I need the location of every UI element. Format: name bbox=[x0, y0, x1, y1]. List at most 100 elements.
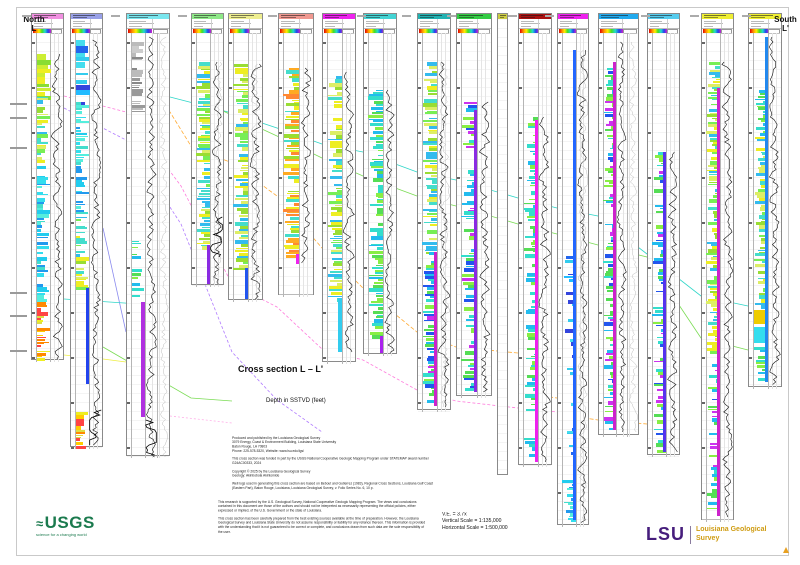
track-divider bbox=[576, 33, 577, 527]
lithology-band bbox=[294, 202, 299, 207]
lithology-band bbox=[712, 411, 720, 413]
well-header-bar bbox=[558, 14, 588, 19]
well-header-divider bbox=[477, 19, 479, 28]
lithology-band bbox=[659, 278, 666, 282]
lithology-band bbox=[529, 151, 538, 153]
lithology-band bbox=[284, 220, 299, 224]
lithology-band bbox=[708, 501, 720, 505]
lithology-band bbox=[609, 303, 616, 307]
lithology-band bbox=[710, 94, 720, 97]
lithology-band bbox=[372, 112, 383, 115]
well-header-info bbox=[279, 19, 313, 29]
lithology-band bbox=[527, 122, 538, 126]
log-color-bar bbox=[207, 245, 210, 284]
lithology-band bbox=[659, 269, 666, 272]
lithology-band bbox=[526, 216, 538, 219]
lithology-band bbox=[712, 293, 720, 296]
lithology-band bbox=[131, 86, 140, 89]
lithology-band bbox=[607, 94, 616, 97]
lithology-band bbox=[426, 245, 437, 250]
lithology-band bbox=[760, 133, 768, 136]
lithology-band bbox=[290, 142, 299, 145]
lithology-band bbox=[370, 243, 383, 245]
lithology-band bbox=[36, 210, 50, 214]
depth-tick bbox=[364, 42, 367, 44]
lithology-band bbox=[425, 274, 437, 276]
lithology-band bbox=[290, 168, 299, 172]
lithology-band bbox=[609, 311, 616, 315]
lithology-band bbox=[75, 121, 89, 124]
lithology-band bbox=[197, 160, 210, 163]
lithology-band bbox=[242, 191, 248, 195]
lithology-band bbox=[604, 129, 616, 132]
lithology-band bbox=[378, 184, 383, 189]
lithology-band bbox=[424, 294, 437, 296]
well-header-bar bbox=[418, 14, 450, 19]
lithology-band bbox=[239, 226, 248, 230]
well-header-bar bbox=[192, 14, 223, 19]
lithology-band bbox=[424, 99, 437, 103]
lithology-band bbox=[370, 228, 383, 232]
lithology-band bbox=[75, 274, 82, 277]
color-scale-gradient bbox=[128, 29, 153, 33]
lithology-band bbox=[283, 155, 299, 159]
lithology-band bbox=[287, 197, 299, 199]
lithology-band bbox=[529, 184, 538, 187]
lithology-band bbox=[760, 247, 768, 249]
log-grid-area bbox=[229, 33, 262, 302]
lithology-band bbox=[240, 77, 248, 81]
lithology-band bbox=[36, 305, 47, 308]
lithology-band bbox=[131, 276, 139, 280]
formation-label bbox=[10, 292, 27, 294]
log-grid-area bbox=[192, 33, 223, 287]
lithology-band bbox=[707, 206, 720, 211]
log-gridline bbox=[545, 33, 547, 467]
depth-tick bbox=[599, 222, 602, 224]
well-log-strip bbox=[701, 13, 734, 522]
lithology-band bbox=[36, 91, 45, 96]
well-header-text-bar bbox=[231, 25, 241, 27]
lithology-band bbox=[429, 197, 437, 199]
credits-line: Baton Rouge, LA 70803 bbox=[232, 445, 268, 449]
lithology-band bbox=[604, 74, 616, 77]
lithology-band bbox=[198, 78, 210, 81]
lithology-band bbox=[234, 133, 248, 137]
lithology-band bbox=[528, 444, 538, 447]
lithology-band bbox=[708, 221, 720, 226]
lithology-band bbox=[713, 127, 720, 131]
lithology-band bbox=[36, 302, 46, 305]
lithology-band bbox=[378, 197, 383, 199]
lithology-band bbox=[525, 210, 538, 212]
lithology-band bbox=[427, 62, 437, 66]
lithology-band bbox=[757, 249, 768, 252]
lithology-band bbox=[233, 84, 248, 86]
lithology-band bbox=[36, 322, 42, 325]
lithology-band bbox=[467, 209, 477, 211]
lithology-band bbox=[653, 257, 666, 261]
lithology-band bbox=[329, 279, 342, 283]
lithology-band bbox=[758, 234, 768, 238]
lithology-band bbox=[656, 389, 666, 392]
formation-label bbox=[10, 147, 27, 149]
lithology-band bbox=[372, 91, 383, 94]
lithology-band bbox=[654, 155, 666, 158]
lithology-band bbox=[283, 171, 299, 176]
lithology-band bbox=[36, 236, 49, 239]
lithology-band bbox=[422, 208, 437, 211]
lithology-band bbox=[36, 160, 45, 164]
depth-tick bbox=[71, 87, 74, 89]
well-header-info bbox=[418, 19, 450, 29]
lithology-band bbox=[233, 204, 248, 208]
usgs-logo: ≈ USGS science for a changing world bbox=[36, 513, 99, 539]
lithology-band bbox=[607, 135, 616, 138]
lithology-band bbox=[709, 288, 720, 291]
lithology-band bbox=[36, 180, 46, 184]
lithology-band bbox=[759, 292, 768, 296]
lithology-band bbox=[654, 309, 666, 314]
well-header-divider bbox=[342, 19, 344, 28]
lithology-band bbox=[75, 419, 84, 422]
lithology-band bbox=[375, 292, 383, 295]
log-grid-area bbox=[364, 33, 396, 356]
well-header-text-bar bbox=[420, 20, 433, 22]
lithology-band bbox=[706, 241, 720, 244]
